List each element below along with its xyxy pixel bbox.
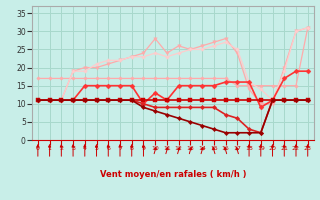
Text: Vent moyen/en rafales ( km/h ): Vent moyen/en rafales ( km/h ) [100, 170, 246, 179]
